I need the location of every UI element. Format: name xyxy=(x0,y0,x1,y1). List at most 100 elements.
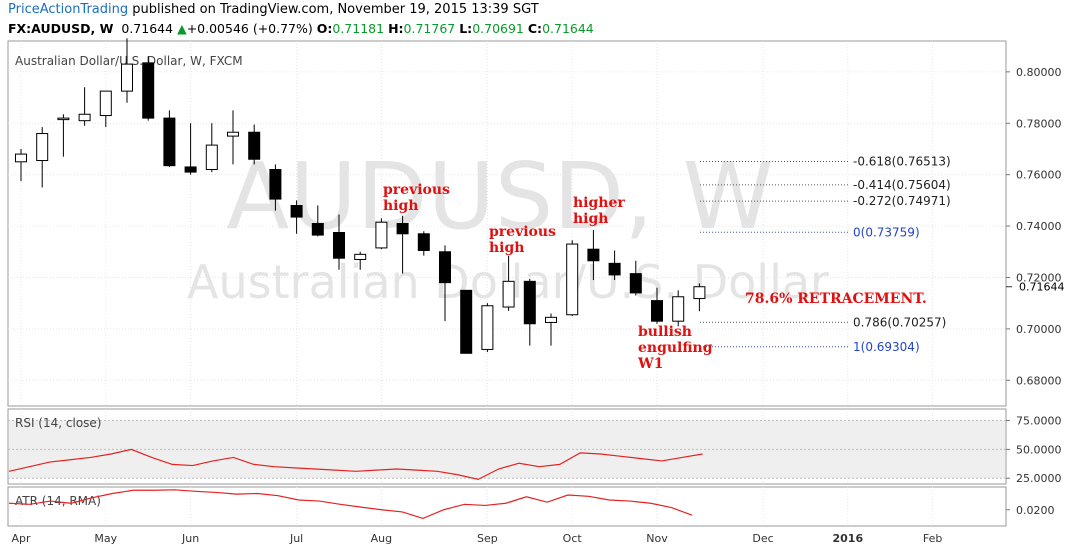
fib-label: -0.414(0.75604) xyxy=(853,178,951,192)
candle-body xyxy=(290,205,303,218)
candle-body xyxy=(460,289,473,354)
y-tick-label: 0.68000 xyxy=(1016,374,1062,387)
candle-body xyxy=(269,169,282,200)
up-arrow-icon: ▲ xyxy=(177,21,187,36)
high-value: 0.71767 xyxy=(403,21,456,36)
x-tick-label: Aug xyxy=(371,532,392,545)
candle-body xyxy=(523,280,536,325)
x-tick-label: Dec xyxy=(752,532,773,545)
candle-body xyxy=(608,262,621,276)
candle-body xyxy=(481,305,494,350)
annotation-line: engulfing xyxy=(638,340,713,356)
candle-body xyxy=(248,131,261,160)
fib-label: -0.618(0.76513) xyxy=(853,154,951,168)
candle-body xyxy=(333,231,345,259)
x-tick-label: Nov xyxy=(646,532,668,545)
fib-label: 0(0.73759) xyxy=(853,225,920,239)
last-price-label: 0.71644 xyxy=(1019,281,1065,294)
candle-body xyxy=(57,117,70,121)
candle-body xyxy=(227,131,239,137)
close-label: C: xyxy=(527,21,543,36)
annotation-line: bullish xyxy=(638,324,692,340)
rsi-tick-label: 25.0000 xyxy=(1016,472,1062,485)
atr-tick-label: 0.0200 xyxy=(1016,504,1055,517)
publish-header: PriceActionTrading published on TradingV… xyxy=(8,2,539,17)
x-tick-label: Sep xyxy=(477,532,498,545)
candle-body xyxy=(396,223,409,235)
open-value: 0.71181 xyxy=(332,21,385,36)
annotation-line: W1 xyxy=(637,356,663,372)
main-pane xyxy=(7,40,1007,407)
y-tick-label: 0.70000 xyxy=(1016,323,1062,336)
candle-body xyxy=(672,296,685,322)
chart-title: Australian Dollar/U.S. Dollar, W, FXCM xyxy=(15,54,243,68)
fib-label: 1(0.69304) xyxy=(853,340,920,354)
candle-body xyxy=(629,273,642,294)
atr-label: ATR (14, RMA) xyxy=(15,494,101,508)
candle-body xyxy=(566,243,579,316)
fib-label: -0.272(0.74971) xyxy=(853,194,951,208)
candle-body xyxy=(417,233,430,251)
candle-body xyxy=(651,300,663,322)
candle-body xyxy=(545,316,557,323)
brand-link[interactable]: PriceActionTrading xyxy=(8,2,129,17)
candle-body xyxy=(36,133,49,162)
y-tick-label: 0.78000 xyxy=(1016,117,1062,130)
y-tick-label: 0.80000 xyxy=(1016,66,1062,79)
annotation-line: previous xyxy=(383,182,450,198)
fib-label: 0.786(0.70257) xyxy=(853,315,946,329)
price-change: +0.00546 (+0.77%) xyxy=(186,21,313,36)
low-label: L: xyxy=(459,21,473,36)
candle-body xyxy=(99,90,112,117)
symbol-name: FX:AUDUSD, W xyxy=(8,21,114,36)
annotation-0: previous high xyxy=(383,182,450,214)
x-tick-label: 2016 xyxy=(832,532,863,545)
rsi-tick-label: 50.0000 xyxy=(1016,443,1062,456)
candle-body xyxy=(693,286,706,300)
annotation-line: high xyxy=(489,240,524,256)
candle-body xyxy=(121,63,133,92)
y-tick-label: 0.74000 xyxy=(1016,220,1062,233)
rsi-band xyxy=(9,420,1005,479)
candle-body xyxy=(502,280,515,308)
publish-info: published on TradingView.com, November 1… xyxy=(128,2,539,17)
candle-body xyxy=(142,62,155,119)
low-value: 0.70691 xyxy=(472,21,524,36)
candle-body xyxy=(205,144,218,171)
y-tick-label: 0.76000 xyxy=(1016,169,1062,182)
rsi-line xyxy=(8,448,703,481)
symbol-header: FX:AUDUSD, W 0.71644 ▲+0.00546 (+0.77%) … xyxy=(8,21,594,36)
x-tick-label: Jul xyxy=(289,532,303,545)
annotation-line: 78.6% RETRACEMENT. xyxy=(745,291,927,307)
x-tick-label: Apr xyxy=(11,532,31,545)
high-label: H: xyxy=(388,21,404,36)
open-label: O: xyxy=(316,21,333,36)
annotation-line: high xyxy=(573,211,608,227)
candle-body xyxy=(439,251,451,284)
annotation-line: high xyxy=(383,198,418,214)
candle-body xyxy=(15,153,27,163)
candle-body xyxy=(163,117,176,167)
annotation-line: higher xyxy=(573,195,625,211)
annotation-3: 78.6% RETRACEMENT. xyxy=(745,291,927,307)
candle-body xyxy=(375,221,388,249)
candle-body xyxy=(78,113,91,122)
close-value: 0.71644 xyxy=(542,21,594,36)
last-price: 0.71644 xyxy=(121,21,174,36)
candle-body xyxy=(354,253,367,260)
rsi-label: RSI (14, close) xyxy=(15,416,101,430)
candle-body xyxy=(311,223,324,236)
candle-body xyxy=(184,166,197,173)
atr-line xyxy=(8,489,693,520)
x-tick-label: Feb xyxy=(923,532,942,545)
x-tick-label: Jun xyxy=(181,532,199,545)
annotation-line: previous xyxy=(489,224,556,240)
x-tick-label: May xyxy=(94,532,117,545)
annotation-2: higher high xyxy=(573,195,625,227)
annotation-4: bullish engulfing W1 xyxy=(637,324,713,372)
candle-body xyxy=(587,248,600,262)
y-tick-label: 0.72000 xyxy=(1016,271,1062,284)
rsi-tick-label: 75.0000 xyxy=(1016,415,1062,428)
annotation-1: previous high xyxy=(489,224,556,256)
